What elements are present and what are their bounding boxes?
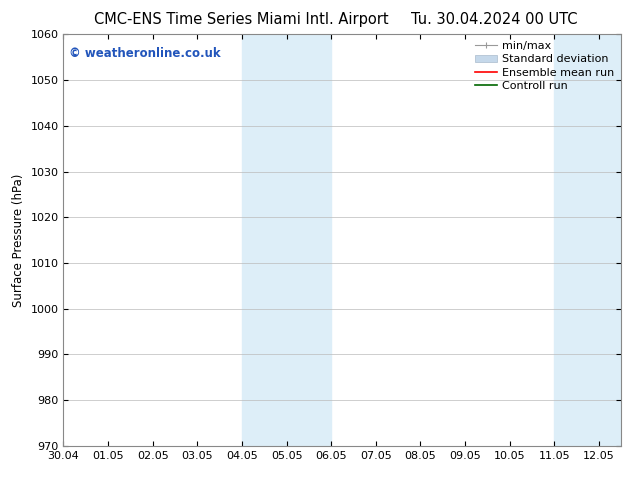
- Text: CMC-ENS Time Series Miami Intl. Airport: CMC-ENS Time Series Miami Intl. Airport: [94, 12, 388, 27]
- Legend: min/max, Standard deviation, Ensemble mean run, Controll run: min/max, Standard deviation, Ensemble me…: [470, 37, 619, 96]
- Text: Tu. 30.04.2024 00 UTC: Tu. 30.04.2024 00 UTC: [411, 12, 578, 27]
- Y-axis label: Surface Pressure (hPa): Surface Pressure (hPa): [12, 173, 25, 307]
- Text: © weatheronline.co.uk: © weatheronline.co.uk: [69, 47, 221, 60]
- Bar: [242, 34, 331, 446]
- Bar: [554, 34, 621, 446]
